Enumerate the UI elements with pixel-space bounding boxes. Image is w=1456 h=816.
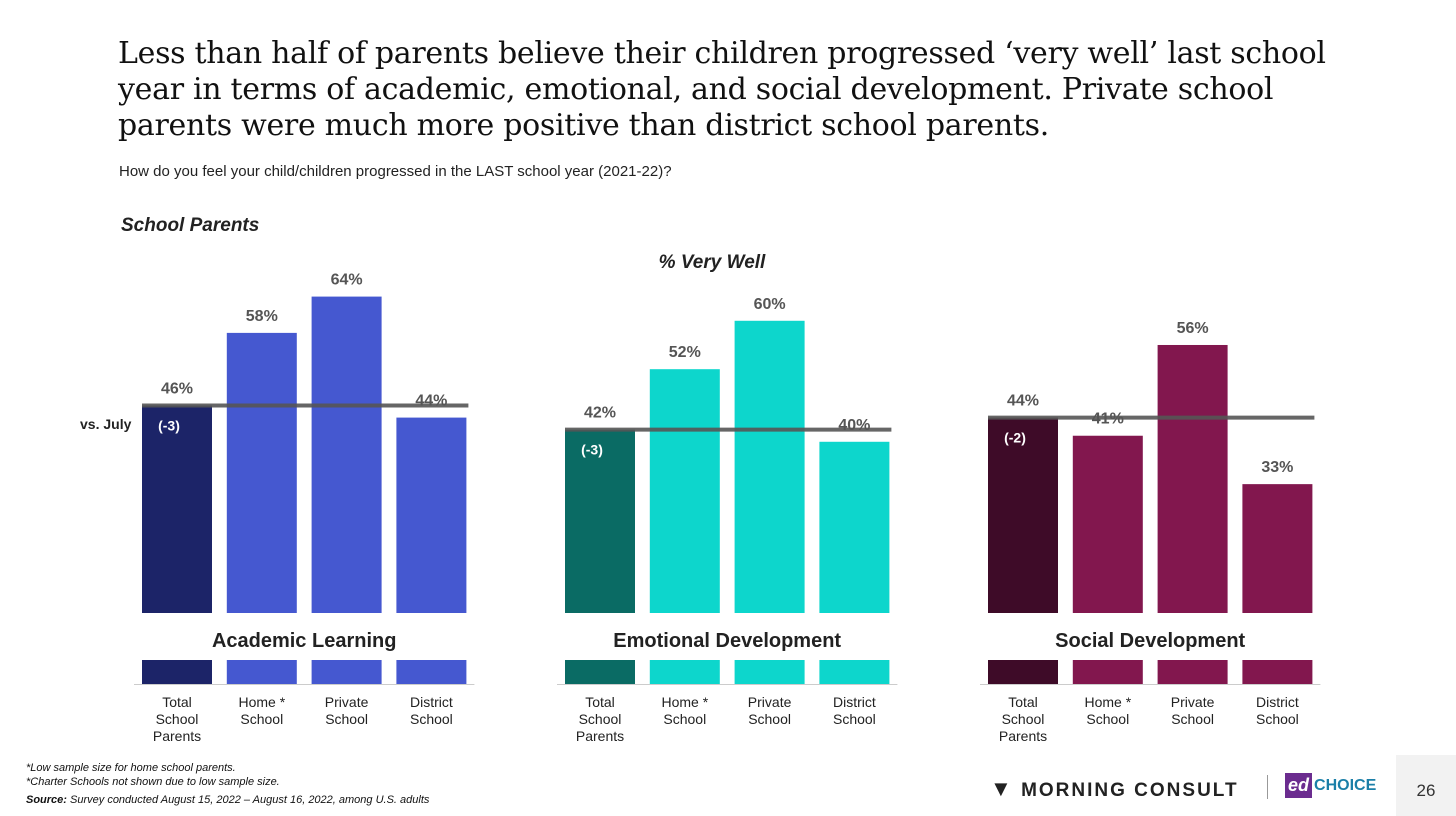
logo-divider xyxy=(1267,775,1268,799)
category-label: School xyxy=(156,711,199,727)
category-label: Parents xyxy=(153,728,201,744)
category-label: Total xyxy=(585,694,615,710)
data-label: 46% xyxy=(161,380,193,397)
bar xyxy=(565,429,635,613)
vs-july-change: (-2) xyxy=(1004,430,1026,446)
morning-consult-logo: ▼ MORNING CONSULT xyxy=(990,776,1239,801)
group-label: School Parents xyxy=(121,215,260,236)
legend-swatch xyxy=(819,660,890,684)
footnote: *Charter Schools not shown due to low sa… xyxy=(26,776,280,788)
bar xyxy=(649,369,720,613)
category-label: Parents xyxy=(999,728,1047,744)
legend-swatch xyxy=(1157,660,1228,684)
bar xyxy=(396,417,467,613)
category-label: District xyxy=(1256,694,1299,710)
category-label: School xyxy=(1086,711,1129,727)
footnote: *Low sample size for home school parents… xyxy=(26,762,236,774)
data-label: 60% xyxy=(754,296,786,313)
data-label: 44% xyxy=(1007,393,1039,410)
vs-july-change: (-3) xyxy=(158,417,180,433)
category-label: Total xyxy=(1008,694,1038,710)
category-label: School xyxy=(663,711,706,727)
data-label: 64% xyxy=(331,272,363,289)
category-label: District xyxy=(410,694,453,710)
vs-july-label: vs. July xyxy=(80,416,132,432)
page-number: 26 xyxy=(1396,755,1456,816)
bar xyxy=(734,320,805,613)
legend-swatch xyxy=(988,660,1058,684)
category-label: Home * xyxy=(1084,694,1131,710)
edchoice-logo-choice: CHOICE xyxy=(1314,776,1377,794)
vs-july-change: (-3) xyxy=(581,442,603,458)
data-label: 33% xyxy=(1261,459,1293,476)
morning-consult-logo-text: MORNING CONSULT xyxy=(1021,780,1239,801)
bar xyxy=(819,441,890,613)
panel-title: Emotional Development xyxy=(613,630,841,652)
chart-title: % Very Well xyxy=(0,252,1456,274)
bar xyxy=(1242,484,1313,613)
category-label: School xyxy=(748,711,791,727)
chart-title-text: % Very Well xyxy=(658,252,766,273)
edchoice-logo-ed: ed xyxy=(1285,773,1313,798)
category-label: Home * xyxy=(238,694,285,710)
bar xyxy=(311,296,382,613)
category-label: School xyxy=(1171,711,1214,727)
category-label: Private xyxy=(325,694,369,710)
category-label: District xyxy=(833,694,876,710)
legend-swatch xyxy=(1242,660,1313,684)
legend-swatch xyxy=(396,660,467,684)
category-label: School xyxy=(410,711,453,727)
panel-title: Academic Learning xyxy=(212,630,397,652)
legend-swatch xyxy=(1072,660,1143,684)
category-label: Parents xyxy=(576,728,624,744)
panel-title: Social Development xyxy=(1055,630,1245,652)
category-label: Total xyxy=(162,694,192,710)
legend-swatch xyxy=(734,660,805,684)
legend-swatch xyxy=(142,660,212,684)
source-text: Survey conducted August 15, 2022 – Augus… xyxy=(66,794,430,806)
bar xyxy=(1157,344,1228,613)
category-label: School xyxy=(1002,711,1045,727)
source-note: Source: Survey conducted August 15, 2022… xyxy=(26,794,429,806)
legend-swatch xyxy=(649,660,720,684)
bar xyxy=(1072,435,1143,613)
bar xyxy=(988,417,1058,613)
bar xyxy=(142,405,212,613)
legend-swatch xyxy=(226,660,297,684)
category-label: School xyxy=(240,711,283,727)
category-label: School xyxy=(325,711,368,727)
category-label: Private xyxy=(1171,694,1215,710)
category-label: School xyxy=(579,711,622,727)
category-label: Home * xyxy=(661,694,708,710)
data-label: 42% xyxy=(584,405,616,422)
category-label: School xyxy=(833,711,876,727)
source-label: Source: xyxy=(26,794,67,806)
data-label: 56% xyxy=(1177,320,1209,337)
category-label: School xyxy=(1256,711,1299,727)
data-label: 58% xyxy=(246,308,278,325)
data-label: 52% xyxy=(669,344,701,361)
legend-swatch xyxy=(565,660,635,684)
slide-title: Less than half of parents believe their … xyxy=(118,36,1326,143)
category-label: Private xyxy=(748,694,792,710)
legend-swatch xyxy=(311,660,382,684)
bar xyxy=(226,332,297,613)
edchoice-logo: ed CHOICE xyxy=(1285,773,1376,798)
survey-question: How do you feel your child/children prog… xyxy=(119,163,672,180)
